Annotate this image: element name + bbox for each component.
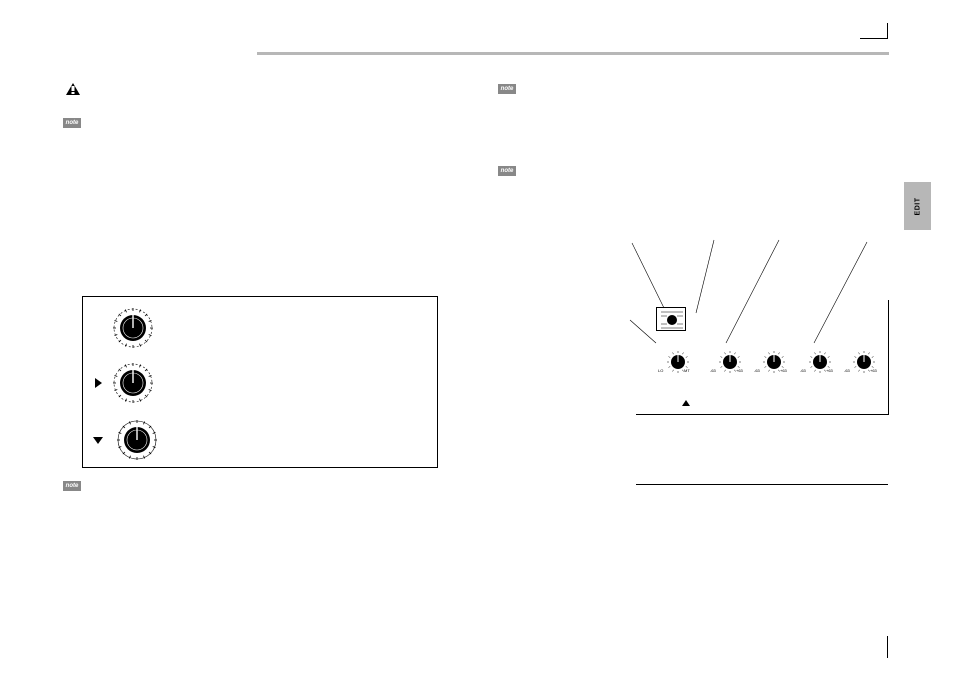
- triangle-right-icon: [95, 378, 102, 388]
- note-icon: note: [498, 84, 516, 94]
- knob-row-match: [95, 419, 158, 461]
- warning-icon: [63, 82, 83, 96]
- section-tab-label: EDIT: [914, 197, 921, 215]
- knob-states-figure: [82, 296, 438, 468]
- panel-knob: -63+63: [718, 350, 742, 379]
- panel-knob: -63+63: [808, 350, 832, 379]
- knob-icon: [116, 419, 158, 461]
- note-icon: note: [63, 481, 81, 491]
- page-corner-bottom: [860, 636, 888, 658]
- section-tab-edit: EDIT: [904, 182, 931, 230]
- arrow-up-icon: [682, 400, 690, 406]
- select-block: [656, 307, 686, 331]
- triangle-down-icon: [93, 437, 103, 444]
- note-icon: note: [498, 166, 516, 176]
- knob-icon: [112, 307, 154, 349]
- page-corner-top: [860, 23, 888, 39]
- knob-row-original: [95, 307, 154, 349]
- panel-separator: [636, 484, 888, 485]
- section-divider: [257, 52, 889, 55]
- panel-knob: -63+63: [852, 350, 876, 379]
- knob-row-changed: [95, 362, 154, 404]
- note-icon: note: [63, 118, 81, 128]
- knob-icon: [112, 362, 154, 404]
- panel-knob: LOMT: [666, 350, 690, 379]
- panel-knob: -63+63: [762, 350, 786, 379]
